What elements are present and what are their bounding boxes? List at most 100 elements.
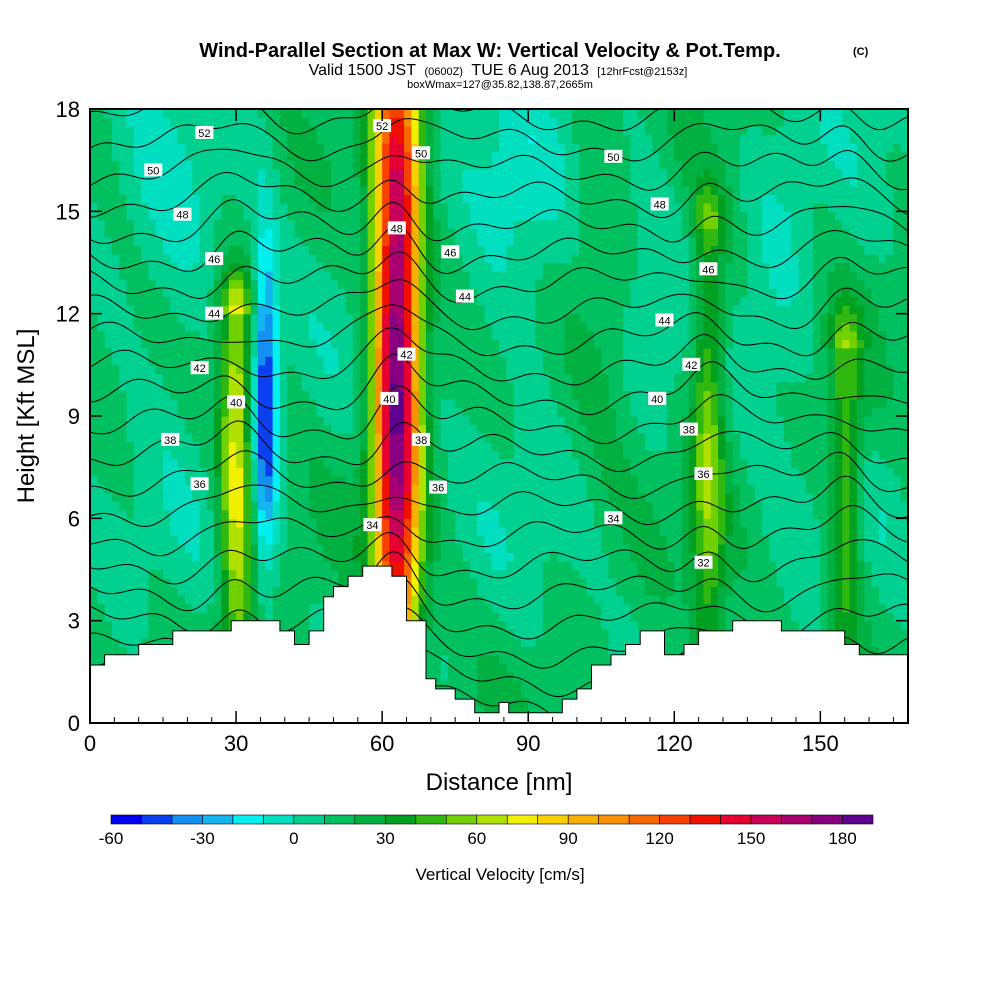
heatmap-cell [111,296,120,306]
heatmap-cell [192,492,201,502]
heatmap-cell [586,339,595,349]
heatmap-cell [126,322,135,332]
heatmap-cell [148,492,157,502]
heatmap-cell [367,535,376,545]
heatmap-cell [287,612,296,622]
heatmap-cell [433,313,442,323]
heatmap-cell [104,330,113,340]
heatmap-cell [513,339,522,349]
heatmap-cell [469,603,478,613]
heatmap-cell [572,253,580,264]
heatmap-cell [104,279,113,289]
heatmap-cell [528,279,537,289]
heatmap-cell [104,296,113,306]
heatmap-cell [572,330,580,340]
heatmap-cell [90,552,98,562]
heatmap-cell [331,560,339,571]
heatmap-cell [404,552,412,562]
heatmap-cell [360,143,369,153]
heatmap-cell [557,688,566,699]
heatmap-cell [520,526,529,536]
heatmap-cell [163,484,171,494]
heatmap-cell [462,245,471,255]
heatmap-cell [440,620,449,630]
heatmap-cell [499,612,507,622]
heatmap-cell [279,535,288,545]
heatmap-cell [550,595,559,605]
heatmap-cell [513,646,522,656]
heatmap-cell [557,680,566,690]
heatmap-cell [513,296,522,306]
heatmap-cell [257,390,266,400]
heatmap-cell [265,168,274,178]
heatmap-cell [396,126,405,136]
heatmap-cell [206,134,215,144]
heatmap-cell [499,202,507,212]
heatmap-cell [425,356,434,366]
heatmap-cell [425,620,434,630]
heatmap-cell [367,501,376,511]
heatmap-cell [272,245,281,255]
heatmap-cell [177,194,186,204]
heatmap-cell [214,560,223,571]
heatmap-cell [455,475,464,485]
heatmap-cell [294,160,303,170]
heatmap-cell [206,381,215,392]
heatmap-cell [528,211,537,221]
heatmap-cell [323,398,332,409]
heatmap-cell [331,407,339,417]
heatmap-cell [90,109,98,119]
heatmap-cell [367,126,376,136]
heatmap-cell [250,509,259,519]
heatmap-cell [287,492,296,502]
heatmap-cell [499,134,507,144]
heatmap-cell [170,509,179,519]
heatmap-cell [287,356,296,366]
heatmap-cell [192,168,201,178]
heatmap-cell [382,245,391,255]
heatmap-cell [250,535,259,545]
heatmap-cell [338,535,347,545]
heatmap-cell [163,381,171,392]
heatmap-cell [316,381,325,392]
heatmap-cell [404,202,412,212]
heatmap-cell [111,347,120,357]
heatmap-cell [564,424,573,434]
heatmap-cell [477,595,485,605]
heatmap-cell [331,552,339,562]
heatmap-cell [228,271,237,281]
heatmap-cell [309,236,318,247]
heatmap-cell [90,117,98,127]
heatmap-cell [265,109,274,119]
heatmap-cell [331,143,339,153]
heatmap-cell [133,356,142,366]
heatmap-cell [257,322,266,332]
heatmap-cell [528,330,537,340]
heatmap-cell [111,364,120,374]
heatmap-cell [433,612,442,622]
heatmap-cell [352,143,361,153]
heatmap-cell [506,126,515,136]
heatmap-cell [491,646,500,656]
heatmap-cell [265,441,274,451]
heatmap-cell [228,126,237,136]
heatmap-cell [520,629,529,639]
heatmap-cell [367,475,376,485]
heatmap-cell [338,441,347,451]
heatmap-cell [331,160,339,170]
heatmap-cell [301,253,310,264]
heatmap-cell [331,381,339,392]
heatmap-cell [214,381,223,392]
heatmap-cell [309,339,318,349]
heatmap-cell [360,373,369,383]
heatmap-cell [221,560,230,571]
heatmap-cell [265,313,274,323]
heatmap-cell [389,450,398,460]
heatmap-cell [440,637,449,647]
heatmap-cell [542,475,551,485]
heatmap-cell [119,109,128,119]
heatmap-cell [550,288,559,298]
heatmap-cell [572,347,580,357]
heatmap-cell [177,168,186,178]
heatmap-cell [360,296,369,306]
